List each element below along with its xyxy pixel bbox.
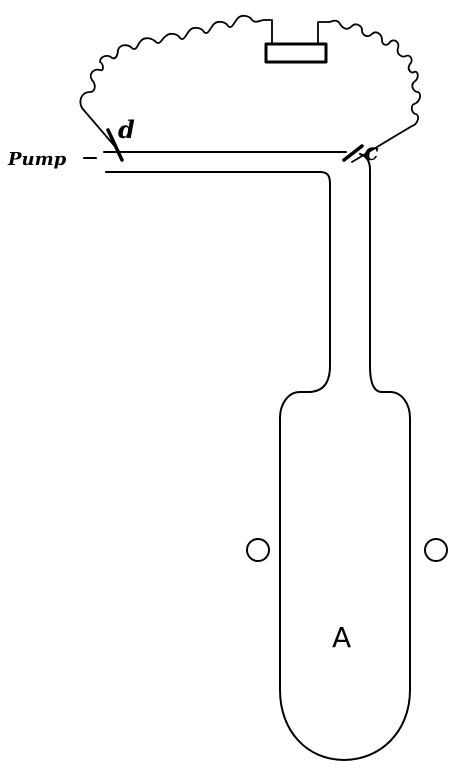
electrode-c-label: c (364, 137, 379, 166)
ring-left (246, 538, 270, 562)
coiled-wire-left (79, 14, 273, 151)
tube-lower-wall (105, 153, 411, 761)
pump-label: Pump (7, 149, 67, 170)
electrode-d (106, 128, 124, 162)
electrode-c (342, 144, 364, 162)
ring-right (424, 538, 448, 562)
bulb-a-label: A (332, 621, 351, 654)
electrode-d-label: d (118, 115, 135, 144)
coiled-wire-right (317, 19, 421, 163)
battery-cell (264, 42, 328, 64)
